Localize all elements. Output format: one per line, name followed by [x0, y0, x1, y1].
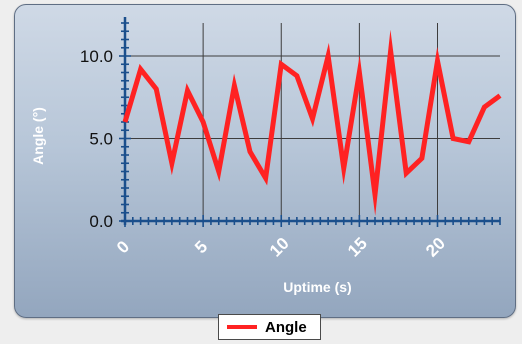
- x-tick-label-2: 10: [266, 234, 293, 261]
- legend: Angle: [218, 314, 321, 340]
- y-axis-title: Angle (°): [30, 107, 46, 165]
- x-tick-label-3: 15: [344, 234, 371, 261]
- x-tick-label-0: 0: [113, 237, 133, 257]
- legend-swatch-angle: [227, 325, 257, 329]
- y-tick-label-2: 10.0: [80, 47, 113, 66]
- y-tick-label-1: 5.0: [89, 130, 113, 149]
- legend-label-angle: Angle: [265, 318, 307, 336]
- x-tick-label-4: 20: [422, 234, 449, 261]
- y-tick-label-0: 0.0: [89, 212, 113, 231]
- x-tick-label-1: 5: [191, 237, 211, 257]
- series-line-angle: [122, 29, 502, 216]
- x-axis-title: Uptime (s): [283, 279, 351, 295]
